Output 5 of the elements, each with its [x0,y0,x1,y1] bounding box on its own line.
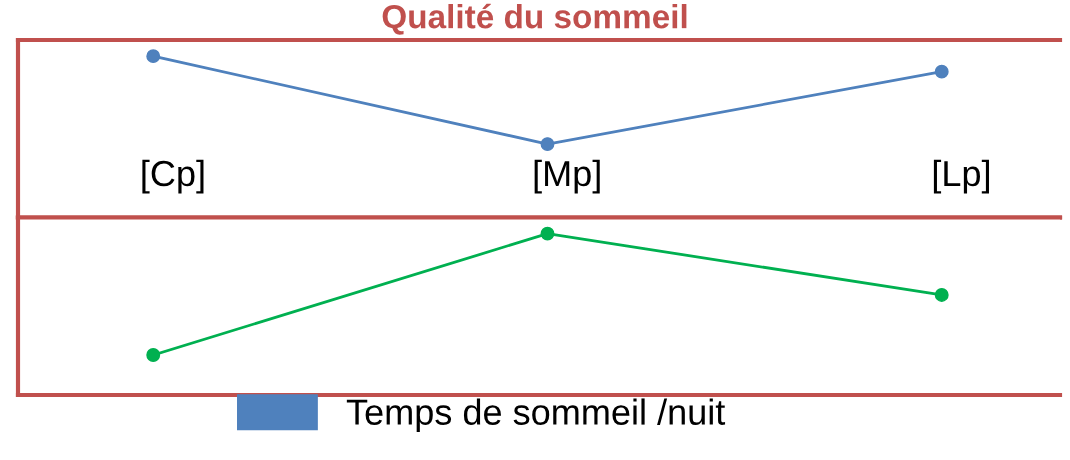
chart-title: Qualité du sommeil [382,3,687,35]
x-tick-label: [Mp] [534,159,600,194]
x-tick-label: [Lp] [933,159,989,194]
legend-label: Temps de sommeil /nuit [346,398,726,433]
x-tick-label: [Cp] [142,159,204,194]
